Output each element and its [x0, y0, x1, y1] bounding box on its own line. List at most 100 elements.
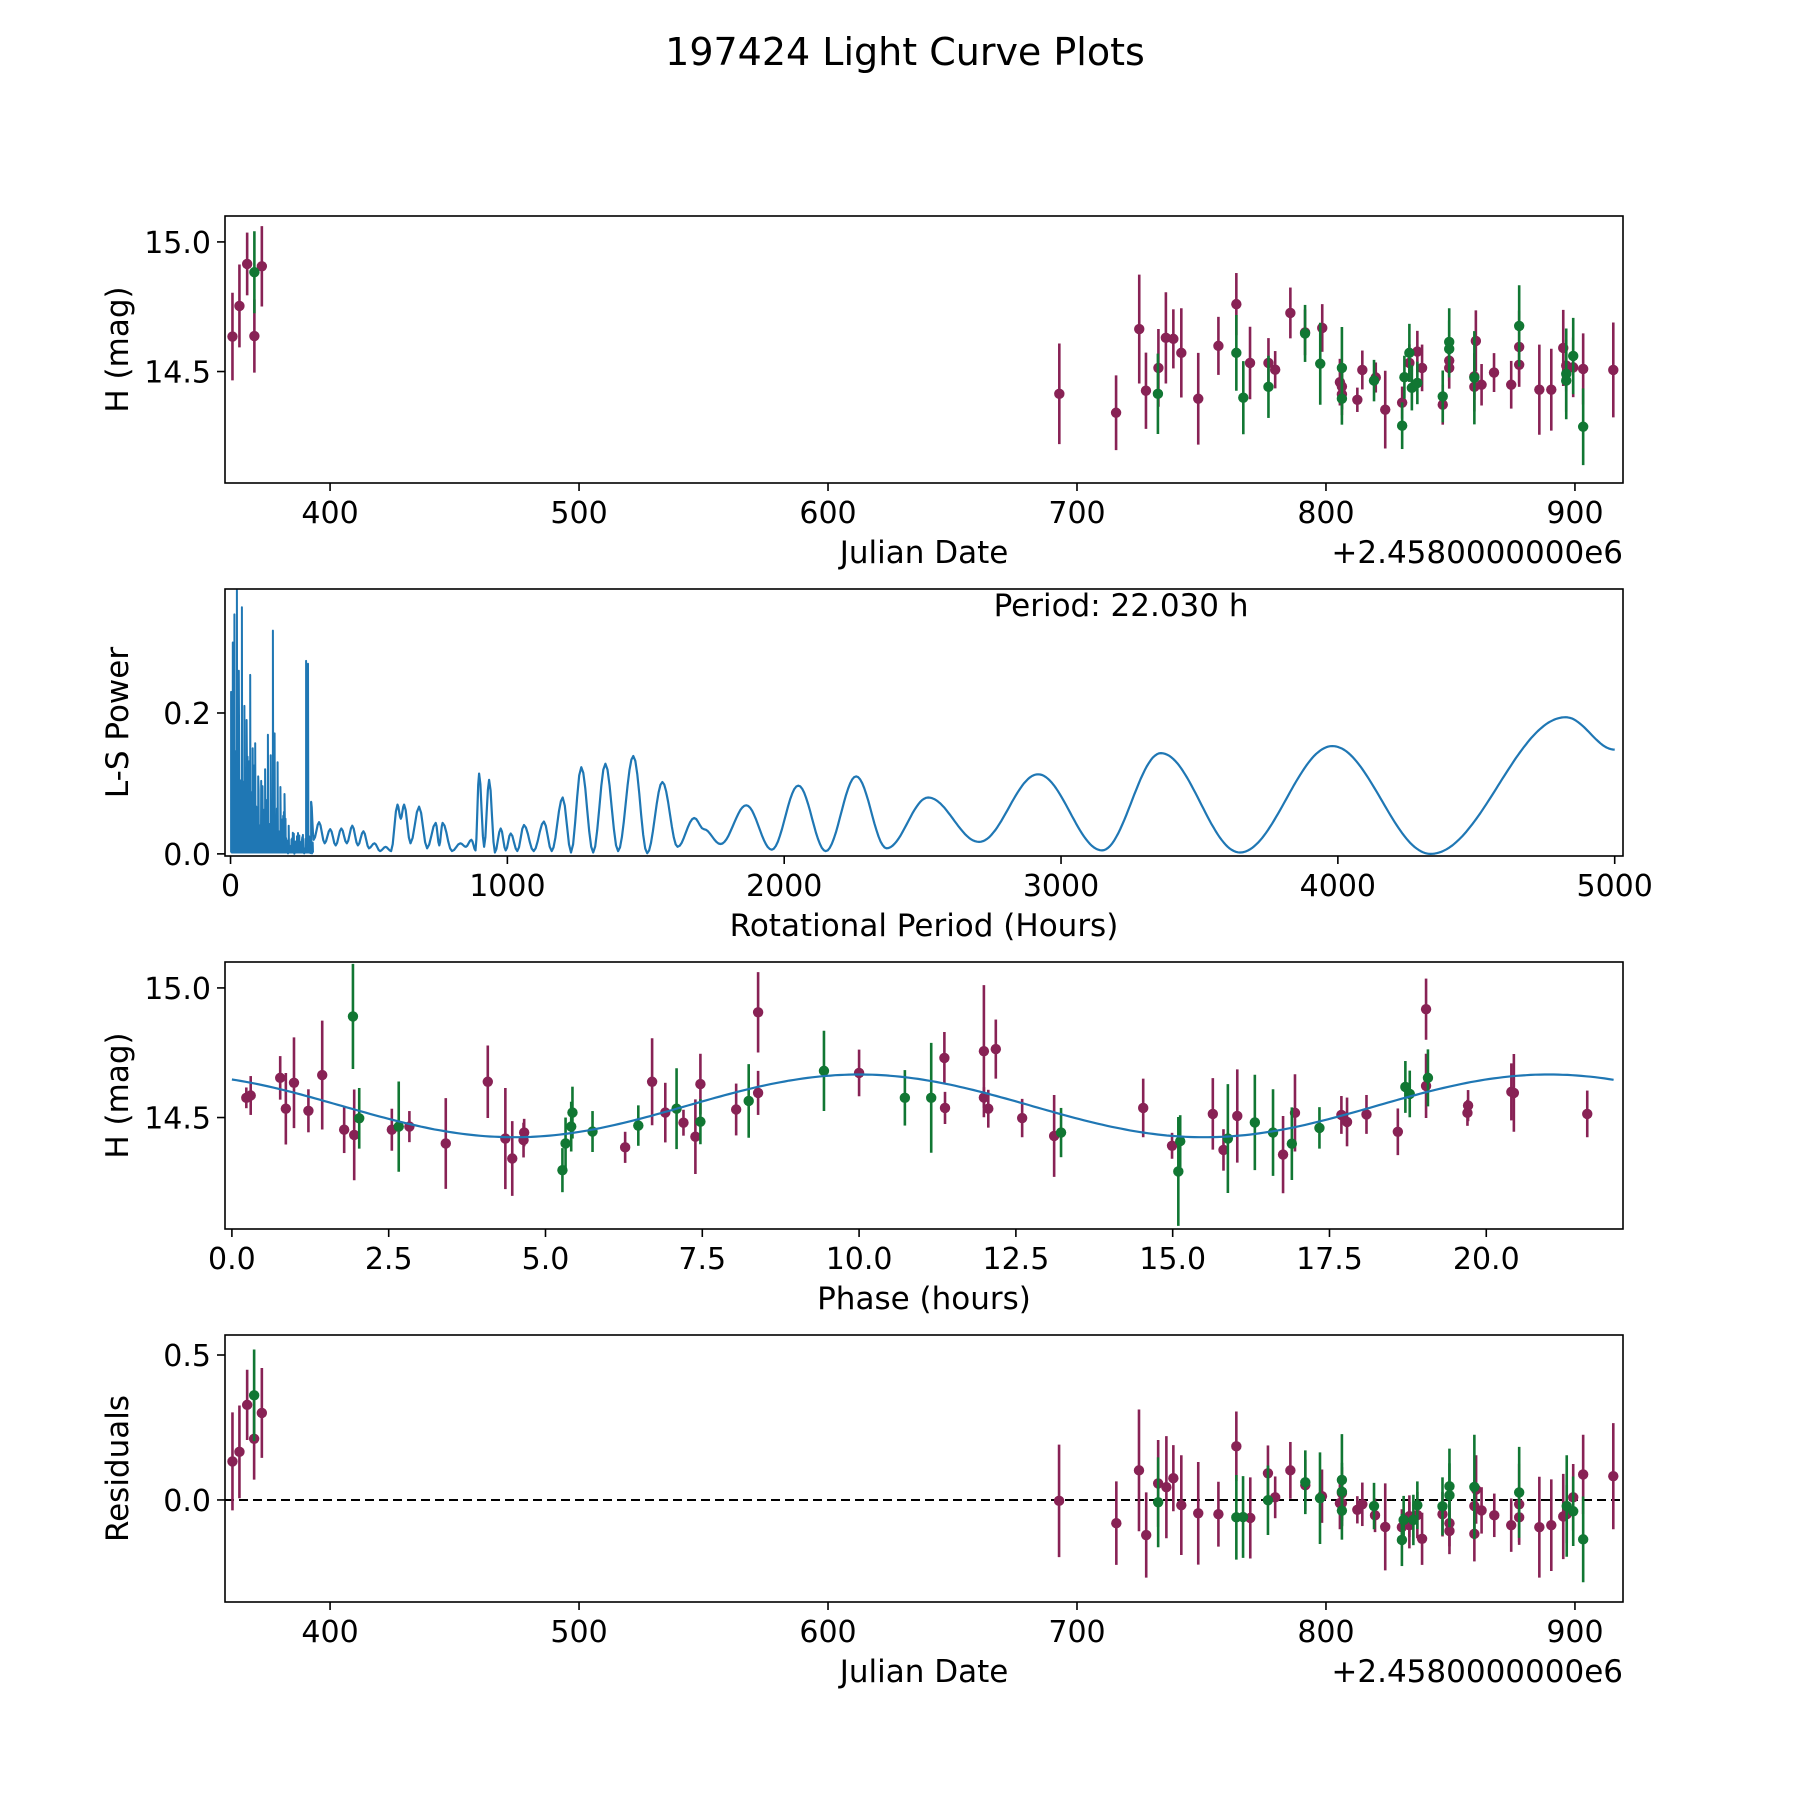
x-tick-label: 0.0: [208, 1242, 256, 1277]
x-tick-label: 5.0: [522, 1242, 570, 1277]
x-tick-label: 2000: [746, 869, 822, 904]
data-point: [752, 1087, 764, 1099]
data-point: [1133, 1465, 1145, 1476]
data-point: [1582, 1108, 1593, 1120]
data-point: [507, 1153, 518, 1164]
data-point: [1314, 1493, 1326, 1504]
data-point: [1412, 346, 1423, 357]
data-point: [926, 1092, 937, 1104]
x-tick-label: 700: [1048, 496, 1105, 531]
x-tick-label: 600: [799, 496, 856, 531]
model-curve: [231, 1073, 1614, 1139]
x-tick-label: 400: [301, 1615, 358, 1650]
data-point: [1577, 1469, 1589, 1480]
data-point: [1218, 1144, 1229, 1156]
y-tick-label: 0.0: [163, 838, 211, 873]
data-point: [1111, 1517, 1122, 1529]
x-tick-label: 10.0: [826, 1242, 893, 1277]
data-point: [978, 1045, 990, 1057]
data-point: [1016, 1112, 1028, 1124]
data-point: [1396, 1534, 1408, 1546]
periodogram-spikes: [230, 589, 314, 855]
periodogram-panel: 0 1000 2000 3000 4000 5000 0.0 0.2 Rotational Pe…: [100, 588, 1653, 944]
x-tick-label: 800: [1297, 496, 1354, 531]
data-point: [1546, 384, 1557, 395]
plot-area: [231, 963, 1614, 1226]
x-tick-label: 400: [301, 496, 358, 531]
axes-frame: [224, 961, 1624, 1230]
data-point: [245, 1090, 256, 1101]
data-point: [1232, 1110, 1243, 1122]
data-point: [646, 1076, 658, 1087]
axes-frame: [224, 588, 1624, 857]
data-point: [249, 267, 260, 278]
data-point: [1368, 1500, 1380, 1512]
data-point: [1508, 1087, 1520, 1099]
data-point: [500, 1133, 511, 1144]
data-point: [1506, 379, 1517, 390]
x-tick-label: 2.5: [365, 1242, 413, 1277]
data-point: [1336, 393, 1348, 404]
lightcurve-panel: 400 500 600 700 800 900 14.5 15.0 Julian Date H (…: [100, 215, 1624, 571]
data-point: [1277, 1149, 1289, 1160]
x-tick-label: 500: [550, 496, 607, 531]
data-point: [1568, 1506, 1579, 1517]
data-point: [1315, 358, 1326, 369]
data-point: [1237, 1511, 1249, 1523]
x-tick-label: 900: [1546, 496, 1603, 531]
data-point: [1175, 1135, 1186, 1147]
data-point: [482, 1076, 493, 1087]
data-point: [1368, 375, 1380, 386]
plot-area: [227, 226, 1619, 466]
data-point: [1341, 1116, 1353, 1128]
y-tick-label: 14.5: [144, 1102, 211, 1137]
data-point: [1193, 393, 1204, 404]
data-point: [1300, 1477, 1311, 1488]
data-point: [983, 1103, 994, 1114]
period-annotation: Period: 22.030 h: [994, 588, 1249, 624]
data-point: [234, 1446, 245, 1458]
x-tick-label: 4000: [1300, 869, 1376, 904]
data-point: [978, 1092, 990, 1103]
data-point: [1207, 1108, 1219, 1120]
phased-panel: 0.0 2.5 5.0 7.5 10.0 12.5 15.0 17.5 20.0 14.5 15.0…: [100, 961, 1624, 1317]
data-point: [227, 1456, 238, 1467]
data-point: [1437, 391, 1448, 402]
axes-frame: [224, 215, 1624, 484]
data-point: [1357, 1499, 1368, 1510]
data-point: [288, 1077, 300, 1088]
data-point: [1577, 363, 1589, 375]
data-point: [560, 1138, 571, 1149]
data-point: [1286, 1138, 1298, 1149]
data-point: [1152, 388, 1164, 400]
x-tick-label: 1000: [469, 869, 545, 904]
data-point: [1506, 1519, 1517, 1531]
data-point: [633, 1120, 644, 1131]
data-point: [695, 1078, 706, 1090]
axes-frame: [224, 1334, 1624, 1603]
data-point: [1469, 1481, 1480, 1493]
data-point: [1420, 1003, 1432, 1015]
x-tick-label: 15.0: [1139, 1242, 1206, 1277]
data-point: [256, 261, 268, 272]
data-point: [1138, 1102, 1149, 1114]
x-tick-label: 17.5: [1296, 1242, 1363, 1277]
data-point: [349, 1129, 360, 1141]
data-point: [1269, 364, 1281, 375]
data-point: [1437, 1501, 1448, 1512]
data-point: [1168, 333, 1179, 345]
data-point: [1489, 1510, 1500, 1521]
plot-area: [230, 589, 1615, 855]
data-point: [1141, 1529, 1152, 1541]
y-tick-label: 15.0: [144, 226, 211, 261]
series-green: [249, 231, 1589, 466]
x-axis-label: Julian Date: [838, 1654, 1009, 1690]
data-point: [1055, 1127, 1067, 1138]
data-point: [1357, 364, 1368, 376]
data-point: [730, 1104, 742, 1115]
data-point: [1222, 1133, 1234, 1144]
data-point: [1176, 347, 1187, 359]
y-tick-label: 0.0: [163, 1484, 211, 1519]
